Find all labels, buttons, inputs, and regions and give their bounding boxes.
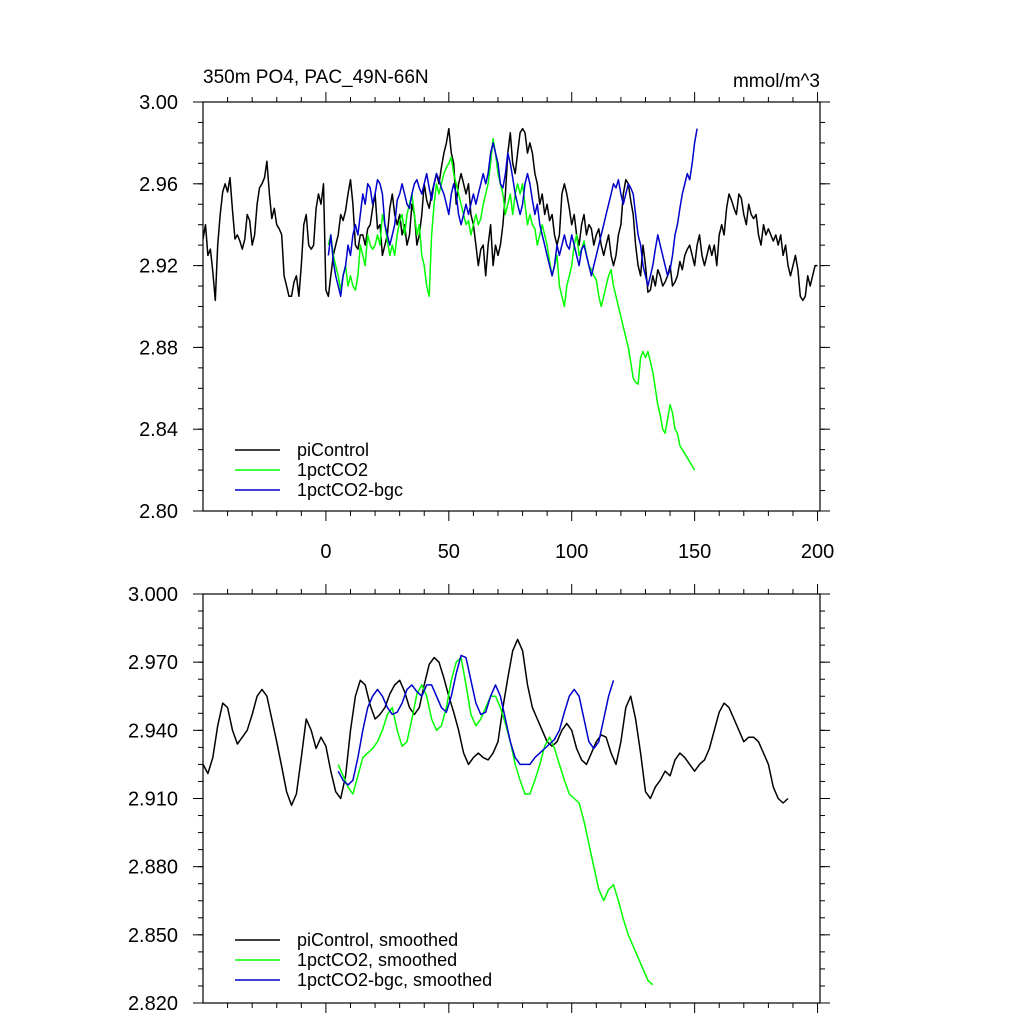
y-tick-label: 2.88 — [139, 337, 178, 359]
series-line-2 — [327, 138, 696, 471]
y-tick-label: 2.850 — [128, 925, 178, 947]
legend-label: piControl, smoothed — [297, 930, 458, 950]
y-tick-label: 2.84 — [139, 419, 178, 441]
y-tick-label: 2.970 — [128, 652, 178, 674]
plot-area: 2.820 2.850 2.880 2.910 2.940 2.970 3.000 piCon… — [128, 584, 830, 1015]
top-panel: 350m PO4, PAC_49N-66N mmol/m^3 2.802.842… — [139, 67, 834, 563]
y-tick-label: 2.940 — [128, 720, 178, 742]
series-line-2 — [337, 656, 654, 986]
y-tick-label: 3.00 — [139, 92, 178, 114]
y-tick-label: 2.92 — [139, 256, 178, 278]
series-line-1 — [202, 127, 818, 302]
series-group — [202, 638, 789, 986]
x-tick-label: 0 — [320, 541, 331, 563]
legend-label: piControl — [297, 440, 369, 460]
ticks: 2.80 2.84 2.88 2.92 2.96 3.00 0 50 100 150 200 — [139, 92, 834, 563]
y-tick-label: 2.80 — [139, 501, 178, 523]
x-tick-label: 150 — [678, 541, 711, 563]
series-line-3 — [327, 128, 698, 298]
y-tick-label: 3.000 — [128, 584, 178, 606]
y-tick-label: 2.820 — [128, 993, 178, 1015]
x-tick-label: 100 — [555, 541, 588, 563]
bottom-panel: 2.820 2.850 2.880 2.910 2.940 2.970 3.000 piCon… — [128, 584, 830, 1015]
plot-area: 2.80 2.84 2.88 2.92 2.96 3.00 0 50 100 150 200 piCo… — [139, 92, 834, 563]
legend-label: 1pctCO2 — [297, 460, 368, 480]
series-line-1 — [202, 638, 789, 807]
legend-label: 1pctCO2, smoothed — [297, 950, 457, 970]
series-line-3 — [337, 654, 615, 786]
ticks: 2.820 2.850 2.880 2.910 2.940 2.970 3.000 — [128, 584, 830, 1015]
legend-label: 1pctCO2-bgc, smoothed — [297, 970, 492, 990]
units-label: mmol/m^3 — [733, 71, 820, 92]
panel-title: 350m PO4, PAC_49N-66N — [203, 67, 429, 88]
plot-frame — [202, 101, 821, 512]
y-tick-label: 2.910 — [128, 789, 178, 811]
legend-label: 1pctCO2-bgc — [297, 480, 403, 500]
y-tick-label: 2.880 — [128, 857, 178, 879]
x-tick-label: 200 — [801, 541, 834, 563]
series-group — [202, 127, 818, 471]
y-tick-label: 2.96 — [139, 174, 178, 196]
x-tick-label: 50 — [438, 541, 460, 563]
